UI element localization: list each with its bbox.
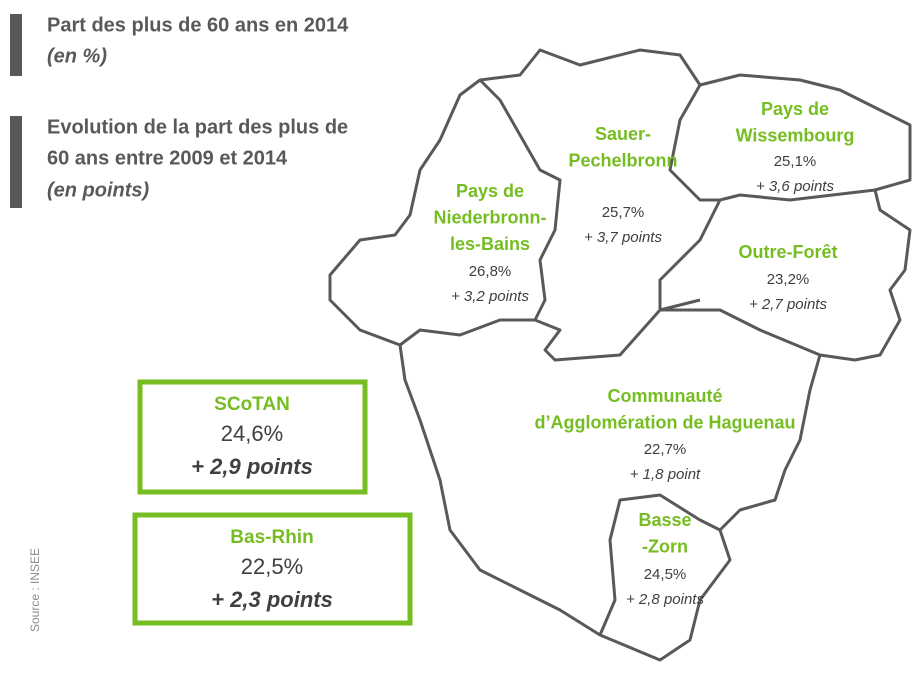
region-border: [668, 84, 876, 202]
legend-text: Part des plus de 60 ans en 2014: [47, 14, 349, 36]
region-name: Outre-Forêt: [739, 242, 838, 262]
region-border: [598, 493, 721, 636]
region-name: Pays de: [456, 181, 524, 201]
region-border: [478, 78, 701, 362]
region-border: [658, 199, 821, 357]
region-border: [399, 318, 535, 347]
region-evolution: + 3,6 points: [756, 178, 834, 195]
region-name: Niederbronn-: [433, 207, 546, 227]
summary-box: [137, 379, 368, 495]
region-share: 25,7%: [602, 204, 645, 221]
region-name: Basse: [638, 510, 691, 530]
source: Source : INSEE: [28, 548, 42, 632]
region-name: Pays de: [761, 99, 829, 119]
summary-name: Bas-Rhin: [230, 527, 313, 548]
region-share: 26,8%: [469, 263, 512, 280]
region-evolution: + 2,8 points: [626, 591, 704, 608]
region-name: Communauté: [607, 386, 722, 406]
region-evolution: + 2,7 points: [749, 296, 827, 313]
legend-bar: [10, 14, 22, 76]
region-evolution: + 3,7 points: [584, 229, 662, 246]
legend-text: Evolution de la part des plus de: [47, 116, 348, 138]
summary-share: 22,5%: [241, 554, 303, 579]
legend-bar: [10, 116, 22, 208]
region-name: -Zorn: [642, 536, 688, 556]
region-share: 25,1%: [774, 153, 817, 170]
region-name: Sauer-: [595, 124, 651, 144]
summary-share: 24,6%: [221, 421, 283, 446]
legend-note: (en %): [47, 45, 107, 67]
map-outline: [328, 48, 912, 662]
region-evolution: + 1,8 point: [630, 466, 701, 483]
region-evolution: + 3,2 points: [451, 288, 529, 305]
summary-name: SCoTAN: [214, 394, 290, 415]
legend-note: (en points): [47, 179, 150, 201]
region-name: Wissembourg: [736, 125, 855, 145]
region-name: les-Bains: [450, 234, 530, 254]
region-share: 22,7%: [644, 441, 687, 458]
region-share: 24,5%: [644, 566, 687, 583]
region-share: 23,2%: [767, 271, 810, 288]
map: [328, 48, 912, 662]
summary-evolution: + 2,9 points: [191, 454, 313, 479]
region-name: Pechelbronn: [568, 150, 677, 170]
summary-evolution: + 2,3 points: [211, 587, 333, 612]
region-name: d’Agglomération de Haguenau: [534, 412, 795, 432]
summary-box: [132, 512, 413, 626]
legend-text: 60 ans entre 2009 et 2014: [47, 147, 288, 169]
